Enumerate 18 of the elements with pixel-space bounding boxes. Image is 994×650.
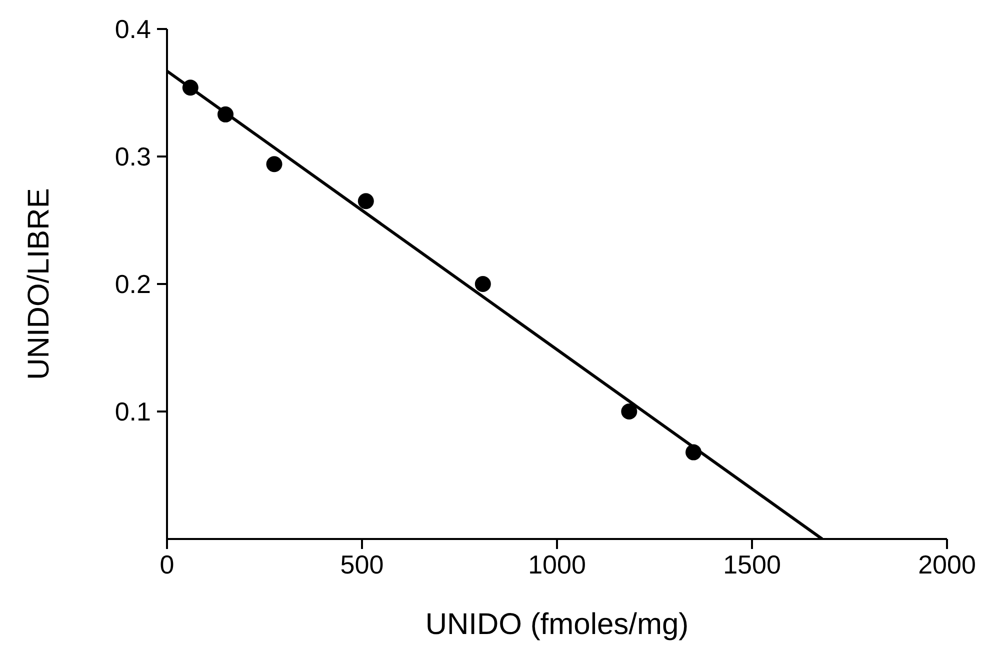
- y-tick-label: 0.1: [114, 396, 151, 427]
- y-tick-label: 0.3: [114, 142, 151, 172]
- x-tick-label: 2000: [918, 549, 976, 580]
- point: [686, 444, 702, 460]
- y-axis-title: UNIDO/LIBRE: [22, 188, 56, 380]
- point: [182, 80, 198, 96]
- x-tick-label: 1000: [528, 549, 586, 580]
- x-tick-label: 500: [340, 549, 384, 580]
- point: [474, 276, 491, 292]
- x-tick-label: 1500: [723, 549, 781, 580]
- y-tick-label: 0.4: [114, 14, 151, 44]
- point: [266, 156, 282, 172]
- point: [358, 193, 374, 210]
- y-tick-label: 0.2: [114, 269, 151, 300]
- point: [621, 404, 638, 420]
- x-tick-label: 0: [160, 549, 174, 580]
- x-axis-title: UNIDO (fmoles/mg): [425, 608, 689, 641]
- point: [218, 106, 234, 122]
